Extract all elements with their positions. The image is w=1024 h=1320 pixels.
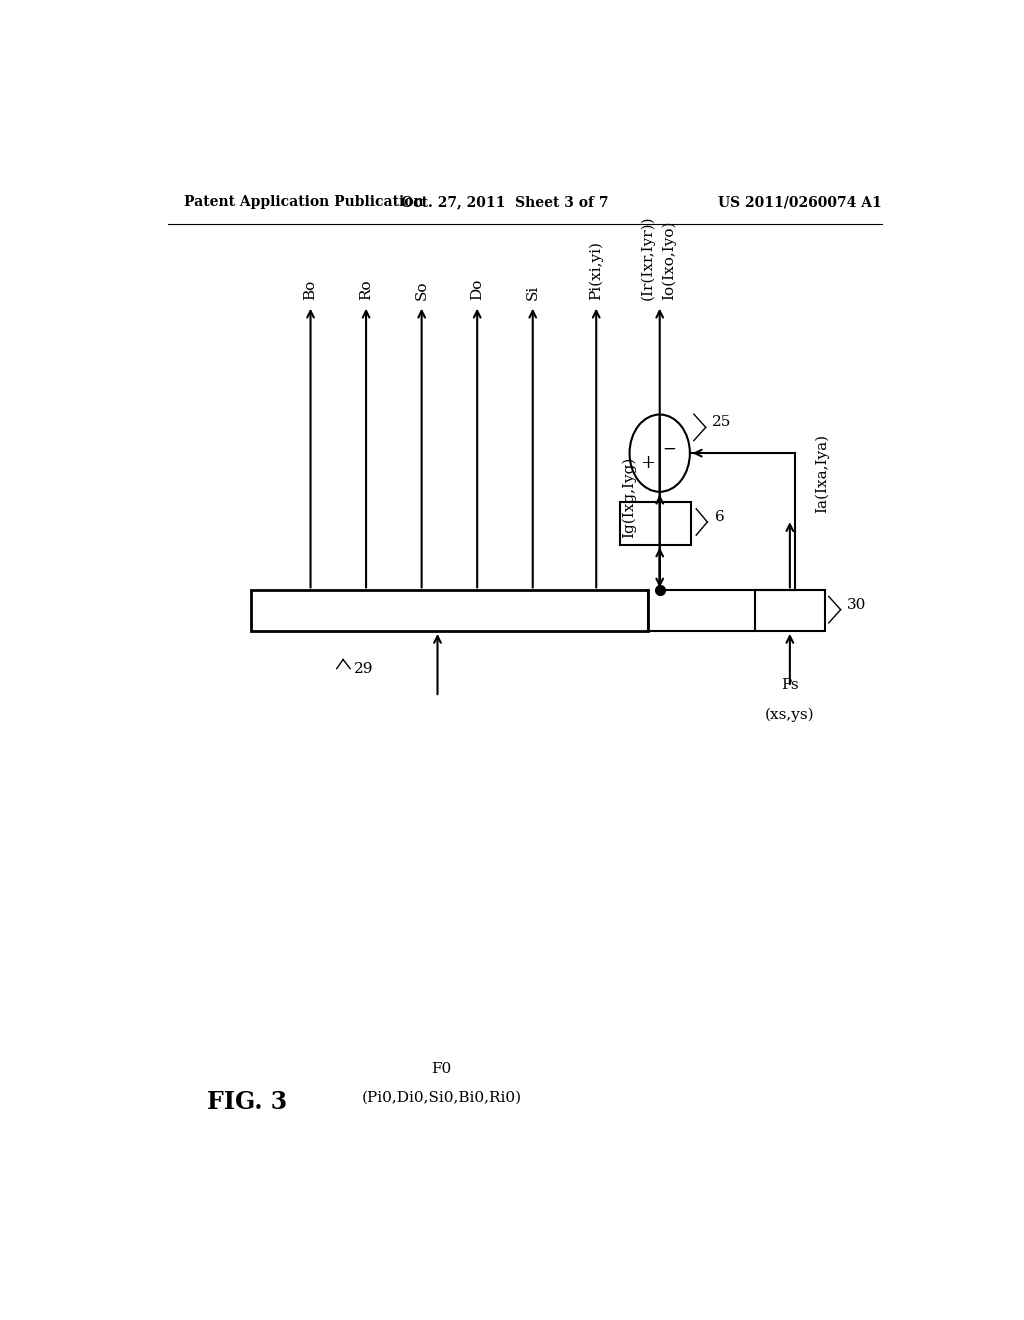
Circle shape [630,414,690,492]
Text: Ro: Ro [359,279,373,300]
Bar [755,590,824,631]
Text: Ps: Ps [781,678,799,692]
Text: −: − [662,441,676,458]
Text: US 2011/0260074 A1: US 2011/0260074 A1 [718,195,882,209]
Text: Oct. 27, 2011  Sheet 3 of 7: Oct. 27, 2011 Sheet 3 of 7 [401,195,608,209]
Text: Ia(Ixa,Iya): Ia(Ixa,Iya) [814,434,828,513]
Text: 6: 6 [715,510,725,524]
Text: Do: Do [470,279,484,300]
Bar [251,590,648,631]
Bar [620,502,691,545]
Text: Bo: Bo [303,280,317,300]
Text: Patent Application Publication: Patent Application Publication [183,195,423,209]
Text: 29: 29 [354,661,374,676]
Text: So: So [415,280,429,300]
Text: (Pi0,Di0,Si0,Bi0,Ri0): (Pi0,Di0,Si0,Bi0,Ri0) [361,1090,521,1105]
Text: 25: 25 [712,416,731,429]
Text: Io(Ixo,Iyo): Io(Ixo,Iyo) [663,220,677,300]
Text: 30: 30 [847,598,866,611]
Text: +: + [640,454,655,471]
Text: Ig(Ixg,Iyg): Ig(Ixg,Iyg) [622,457,636,537]
Text: Pi(xi,yi): Pi(xi,yi) [589,240,603,300]
Text: Si: Si [525,284,540,300]
Text: (xs,ys): (xs,ys) [765,708,815,722]
Text: (Ir(Ixr,Iyr)): (Ir(Ixr,Iyr)) [641,215,655,300]
Text: FIG. 3: FIG. 3 [207,1089,288,1114]
Text: F0: F0 [431,1063,452,1076]
